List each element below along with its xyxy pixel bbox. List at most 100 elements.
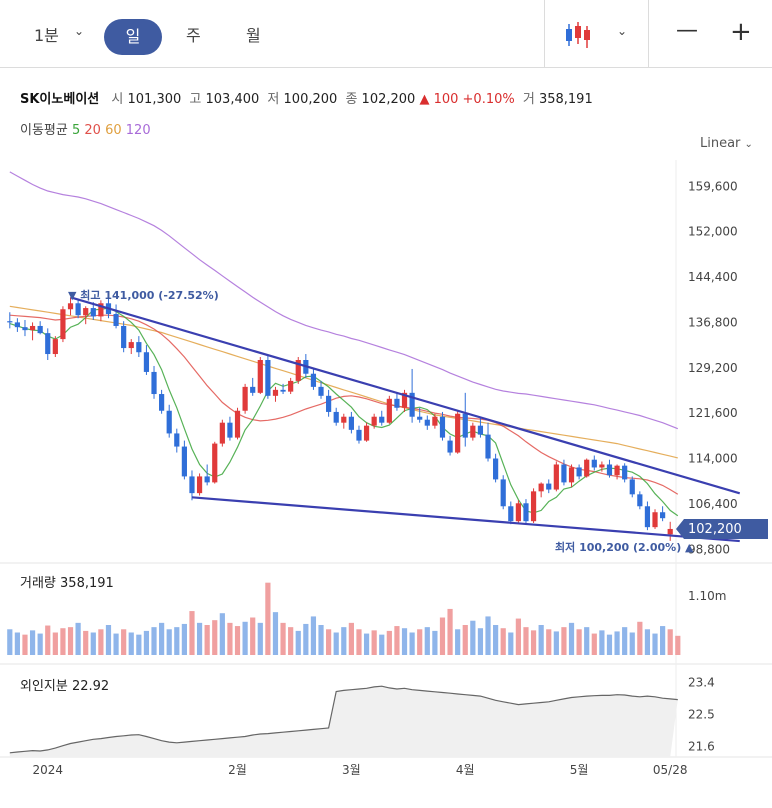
chevron-down-icon: ⌄ xyxy=(744,139,753,150)
volume-bar xyxy=(629,632,635,655)
volume-bar xyxy=(493,625,499,655)
candle xyxy=(60,309,66,340)
volume-bar xyxy=(136,634,142,655)
candle xyxy=(470,425,476,438)
minus-icon[interactable]: — xyxy=(676,18,698,43)
candle xyxy=(234,410,241,438)
change-value: ▲ 100 +0.10% xyxy=(419,92,515,107)
candle xyxy=(326,395,332,412)
foreign-panel-title: 외인지분 22.92 xyxy=(20,675,109,694)
x-tick-label: 05/28 xyxy=(653,763,688,777)
volume-bar xyxy=(75,622,81,655)
candle xyxy=(37,325,43,334)
volume-bar xyxy=(515,618,521,655)
x-tick-label: 3월 xyxy=(342,763,361,777)
foreign-tick-label: 22.5 xyxy=(688,708,715,722)
candle xyxy=(432,416,438,426)
volume-bar xyxy=(500,628,506,655)
volume-bar xyxy=(295,630,301,655)
foreign-title: 외인지분 xyxy=(20,679,68,694)
chart-type-chevron-icon[interactable]: ⌄ xyxy=(617,24,628,38)
high-value: 103,400 xyxy=(205,92,260,107)
volume-bar xyxy=(333,632,339,655)
candle xyxy=(136,342,142,353)
volume-bar xyxy=(67,627,74,655)
candle xyxy=(500,479,506,507)
volume-bar xyxy=(622,627,628,655)
candle xyxy=(363,425,370,441)
tab-month[interactable]: 월 xyxy=(246,26,261,45)
candle xyxy=(7,321,13,323)
volume-bar xyxy=(432,630,438,655)
volume-bar xyxy=(546,629,552,655)
candle xyxy=(356,429,362,441)
volume-bar xyxy=(318,625,324,655)
volume-bar xyxy=(234,626,241,655)
volume-bar xyxy=(401,628,408,655)
interval-selector[interactable]: 1분 xyxy=(34,26,59,45)
candle xyxy=(439,416,446,438)
tab-week[interactable]: 주 xyxy=(186,26,201,45)
candle xyxy=(250,386,256,393)
candle xyxy=(265,360,271,396)
volume-bar xyxy=(14,632,20,655)
open-label: 시 xyxy=(111,92,124,107)
scale-selector[interactable]: Linear ⌄ xyxy=(700,136,753,151)
candle xyxy=(52,339,58,355)
volume-bar xyxy=(455,629,461,655)
candle xyxy=(242,386,248,411)
chevron-down-icon[interactable]: ⌄ xyxy=(74,24,85,38)
volume-bar xyxy=(113,633,119,655)
volume-bar xyxy=(90,632,96,655)
candle xyxy=(257,360,263,393)
volume-bar xyxy=(606,634,613,655)
volume-bar xyxy=(60,628,66,655)
volume-bar xyxy=(265,582,271,655)
candle xyxy=(90,308,96,317)
plus-icon[interactable]: + xyxy=(730,17,752,47)
volume-bar xyxy=(591,633,597,655)
volume-bar xyxy=(409,632,415,655)
candlestick-icon[interactable] xyxy=(563,20,593,50)
open-value: 101,300 xyxy=(127,92,182,107)
volume-bar xyxy=(121,629,127,655)
candle xyxy=(189,476,195,494)
y-tick-label: 114,000 xyxy=(688,452,738,466)
y-tick-label: 159,600 xyxy=(688,179,738,193)
candle xyxy=(219,422,225,444)
volume-bar xyxy=(599,630,605,655)
foreign-tick-label: 21.6 xyxy=(688,739,715,753)
close-value: 102,200 xyxy=(361,92,416,107)
candle xyxy=(159,394,165,411)
volume-bar xyxy=(29,630,36,655)
toolbar-divider xyxy=(544,0,545,67)
volume-bar xyxy=(379,634,385,655)
volume-bar xyxy=(530,630,537,655)
volume-bar xyxy=(576,629,582,655)
volume-bar xyxy=(348,622,354,655)
tab-day[interactable]: 일 xyxy=(104,19,162,55)
volume-bar xyxy=(22,634,28,655)
candle xyxy=(561,464,567,483)
volume-bar xyxy=(470,620,476,655)
stock-info: SK이노베이션 시 101,300 고 103,400 저 100,200 종 … xyxy=(20,88,593,107)
ma-period-60: 60 xyxy=(105,123,122,138)
volume-panel-title: 거래량 358,191 xyxy=(20,572,114,591)
ma-period-20: 20 xyxy=(84,123,101,138)
candle xyxy=(227,422,233,438)
x-tick-label: 5월 xyxy=(570,763,589,777)
candle xyxy=(98,303,104,317)
candle xyxy=(477,425,484,435)
candle xyxy=(568,467,575,483)
current-price-tag xyxy=(676,518,768,539)
ma20-line xyxy=(9,314,679,495)
moving-average-legend[interactable]: 이동평균 5 20 60 120 xyxy=(20,119,151,138)
candle xyxy=(455,413,461,453)
volume-bar xyxy=(212,620,218,655)
volume-bar xyxy=(553,631,559,655)
volume-bar xyxy=(477,628,484,655)
candle xyxy=(599,464,605,468)
candle xyxy=(174,433,180,447)
max-price-annotation: ▼ 최고 141,000 (-27.52%) xyxy=(68,288,219,302)
